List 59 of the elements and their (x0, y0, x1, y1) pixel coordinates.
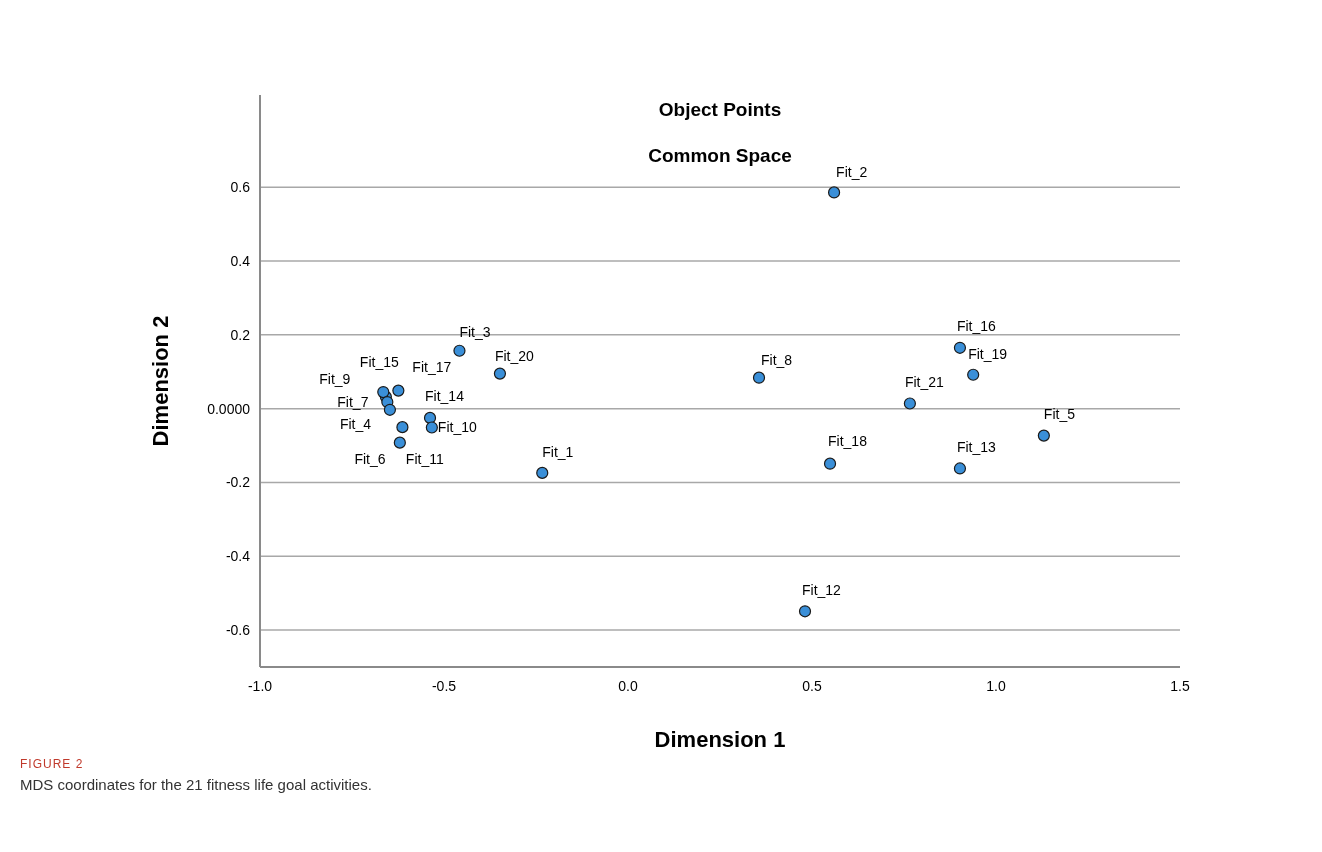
annotation: Fit_14 (425, 387, 465, 404)
point (903, 397, 916, 410)
annotation: Fit_9 (319, 371, 351, 388)
point (392, 384, 405, 397)
caption: FIGURE 2 (20, 757, 84, 771)
y-tick-label: -0.4 (225, 548, 251, 565)
x-tick-label: -1.0 (247, 678, 273, 694)
point (953, 462, 967, 475)
annotation: Fit_21 (904, 373, 945, 390)
point (425, 421, 438, 434)
point (798, 605, 812, 618)
point (752, 371, 766, 384)
annotation: Fit_17 (412, 358, 452, 375)
point (536, 466, 549, 479)
x-tick-label: 0.5 (802, 678, 822, 694)
x-axis-title: Dimension 1 (654, 727, 786, 752)
point (823, 457, 837, 470)
point (383, 403, 396, 416)
point (493, 367, 507, 380)
annotation: Fit_1 (542, 443, 574, 460)
annotation: Fit_18 (828, 432, 868, 449)
annotation: Fit_4 (339, 415, 372, 432)
annotation: Fit_2 (836, 164, 868, 181)
y-tick-label: 0.0000 (207, 400, 251, 417)
annotation: Fit_7 (337, 394, 369, 411)
point (827, 186, 841, 199)
point (953, 341, 967, 354)
y-tick-label: -0.2 (225, 474, 251, 491)
annotation: Fit_16 (956, 317, 997, 334)
point (396, 421, 409, 434)
annotation: Fit_11 (405, 450, 444, 467)
point (423, 411, 437, 424)
annotation: Fit_13 (956, 439, 997, 456)
x-tick-label: 0.0 (618, 678, 638, 694)
x-tick-label: -0.5 (431, 678, 457, 694)
point (1037, 429, 1050, 442)
x-tick-label: 1.0 (986, 678, 1006, 694)
text: MDS coordinates for the 21 fitness life goal activities. (20, 776, 372, 793)
x-tick-label: 1.5 (1170, 678, 1190, 694)
annotation: Fit_3 (459, 323, 491, 340)
annotation: Fit_8 (761, 351, 793, 368)
y-tick-label: 0.6 (230, 179, 251, 196)
annotation: Fit_20 (494, 347, 535, 364)
point (377, 385, 390, 399)
annotation: Fit_15 (359, 353, 399, 370)
y-axis-title: Dimension 2 (148, 315, 173, 447)
annotation: Fit_10 (437, 419, 477, 436)
point (453, 344, 466, 357)
annotation: Fit_12 (802, 582, 842, 599)
y-tick-label: 0.4 (230, 252, 251, 269)
annotation: Fit_19 (968, 345, 1008, 362)
text: Common Space (648, 145, 792, 166)
y-tick-label: -0.6 (225, 622, 251, 638)
chart-title: Object Points (658, 99, 782, 120)
point (967, 368, 980, 381)
annotation: Fit_6 (354, 451, 386, 468)
point (393, 436, 406, 449)
y-tick-label: 0.2 (230, 326, 251, 343)
annotation: Fit_5 (1043, 405, 1076, 422)
